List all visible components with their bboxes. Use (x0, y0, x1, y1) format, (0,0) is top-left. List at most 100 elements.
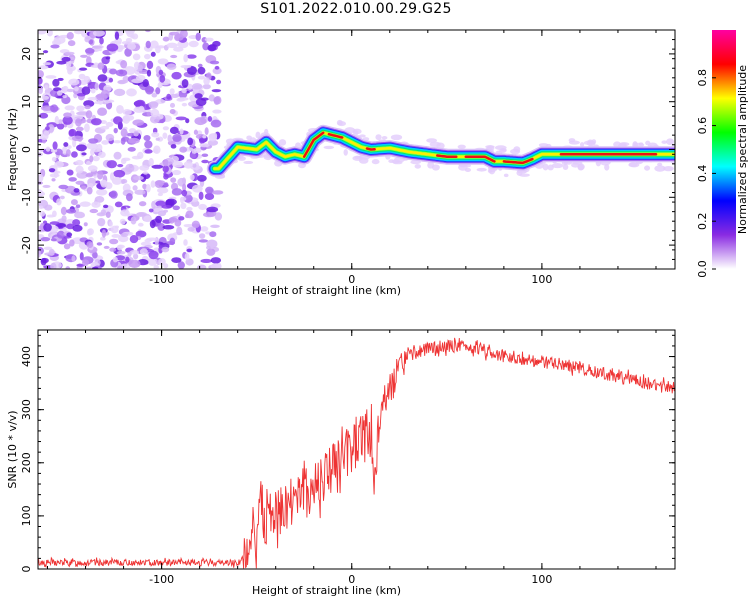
top-xtick-label: 100 (531, 273, 552, 286)
noise-blob (193, 129, 198, 135)
noise-blob (79, 67, 88, 71)
noise-blob (52, 78, 60, 87)
noise-blob (117, 265, 124, 269)
noise-blob (200, 226, 209, 232)
noise-blob (120, 60, 128, 69)
noise-blob (128, 259, 141, 268)
noise-blob (130, 216, 137, 225)
snr-data (38, 337, 675, 569)
noise-blob (52, 141, 58, 150)
noise-blob (132, 185, 138, 191)
noise-blob (135, 212, 146, 217)
noise-blob (76, 105, 85, 112)
noise-blob (94, 82, 99, 91)
noise-blob (51, 210, 57, 218)
noise-blob (202, 42, 210, 51)
noise-blob (113, 127, 118, 134)
noise-blob (38, 30, 47, 35)
top-xtick-label: 0 (348, 273, 355, 286)
noise-blob (151, 164, 164, 169)
bottom-xtick-label: -100 (149, 573, 174, 586)
noise-blob (134, 189, 146, 195)
noise-blob (64, 51, 75, 55)
ridge-haze (604, 163, 610, 171)
noise-blob (66, 223, 75, 230)
bottom-ytick-label: 200 (20, 452, 33, 473)
noise-blob (127, 251, 132, 257)
noise-blob (213, 132, 218, 139)
noise-blob (76, 111, 88, 116)
noise-blob (57, 77, 64, 81)
noise-blob (185, 118, 190, 124)
noise-blob (39, 112, 49, 119)
noise-blob (184, 213, 190, 219)
noise-blob (84, 47, 95, 54)
noise-blob (207, 44, 217, 52)
noise-blob (125, 193, 133, 202)
ridge-haze (562, 164, 569, 171)
noise-blob (128, 128, 136, 133)
noise-blob (177, 40, 189, 49)
noise-blob (212, 109, 222, 114)
colorbar-tick-label: 0.4 (696, 165, 709, 183)
noise-blob (105, 133, 115, 142)
noise-blob (132, 253, 139, 260)
noise-blob (191, 148, 197, 155)
noise-blob (145, 30, 151, 33)
noise-blob (132, 119, 145, 126)
noise-blob (46, 30, 53, 37)
noise-blob (157, 58, 169, 65)
noise-blob (211, 89, 222, 93)
noise-blob (135, 230, 147, 238)
noise-blob (111, 176, 123, 185)
bottom-xtick-label: 0 (348, 573, 355, 586)
noise-blob (166, 63, 177, 70)
noise-blob (71, 151, 78, 158)
noise-blob (100, 89, 110, 99)
noise-blob (172, 134, 182, 143)
noise-blob (75, 165, 84, 174)
noise-blob (91, 45, 102, 49)
noise-blob (53, 170, 58, 179)
noise-blob (97, 217, 106, 227)
noise-blob (67, 67, 73, 75)
noise-blob (181, 189, 188, 197)
noise-blob (169, 109, 176, 115)
noise-blob (68, 78, 80, 86)
noise-blob (202, 84, 211, 90)
noise-blob (163, 173, 169, 180)
noise-blob (155, 87, 161, 95)
noise-blob (69, 57, 75, 61)
noise-blob (75, 159, 84, 166)
colorbar: 0.0 0.2 0.4 0.6 0.8 Normalized spectral ampli… (696, 30, 749, 278)
noise-blob (146, 111, 152, 116)
ridge-haze (343, 149, 348, 156)
noise-blob (195, 32, 202, 41)
noise-blob (155, 215, 163, 224)
ridge-haze (619, 142, 627, 147)
noise-blob (139, 165, 150, 171)
top-ylabel: Frequency (Hz) (6, 108, 19, 191)
noise-blob (163, 263, 169, 269)
noise-blob (132, 53, 141, 61)
noise-blob (201, 153, 209, 158)
noise-blob (127, 42, 136, 50)
ridge-haze (551, 162, 564, 169)
noise-blob (80, 185, 87, 190)
noise-blob (112, 256, 118, 263)
noise-blob (168, 217, 177, 222)
noise-blob (84, 123, 90, 133)
noise-blob (146, 237, 158, 241)
ridge-peak (502, 157, 534, 165)
noise-blob (175, 116, 187, 121)
noise-blob (199, 143, 210, 148)
bottom-ytick-label: 0 (20, 566, 33, 573)
noise-blob (42, 50, 49, 54)
ridge-haze (644, 165, 651, 171)
noise-blob (157, 82, 163, 89)
noise-blob (186, 248, 193, 253)
noise-blob (45, 126, 50, 131)
noise-blob (143, 134, 151, 141)
noise-blob (111, 234, 121, 238)
ridge-haze (654, 165, 666, 172)
